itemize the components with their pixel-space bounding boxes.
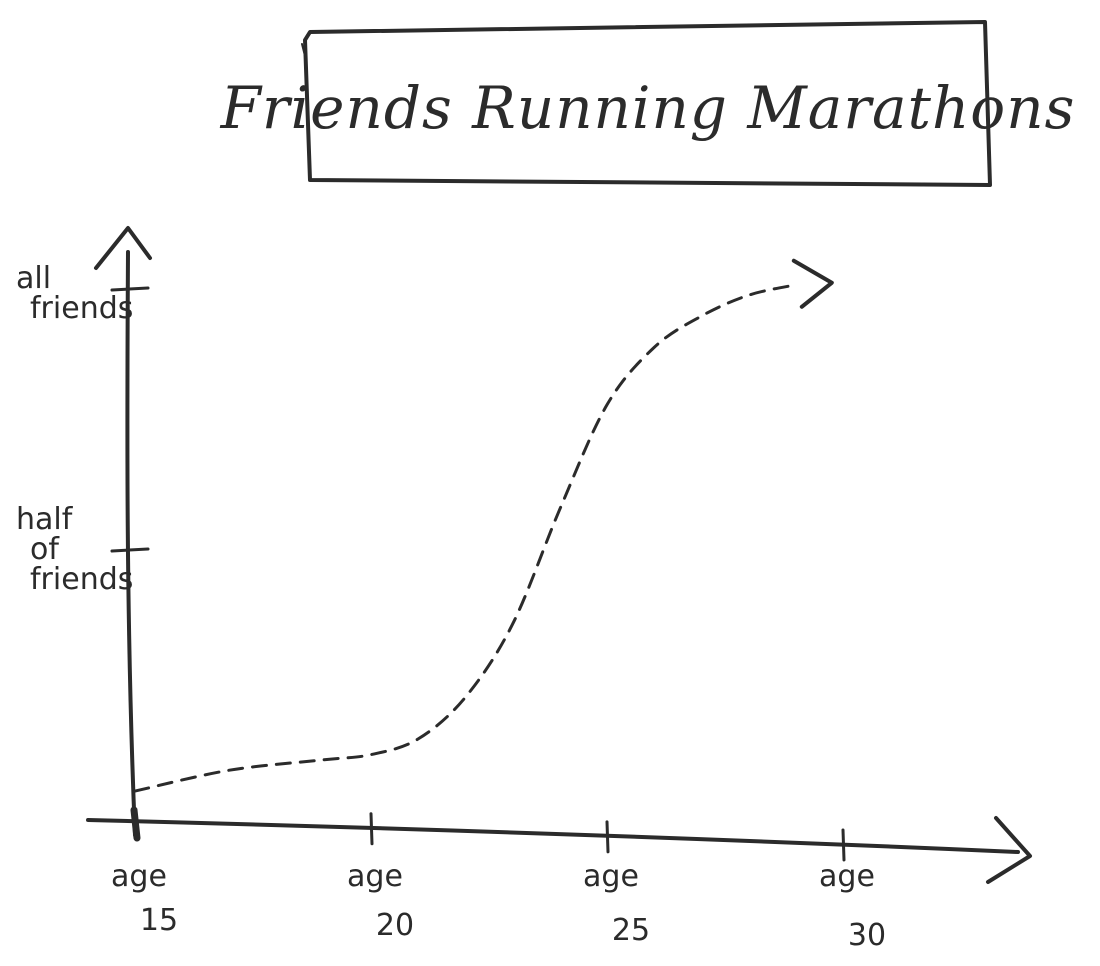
x-tick-mark bbox=[369, 812, 374, 846]
x-tick-label-top: age bbox=[347, 859, 403, 894]
y-axis bbox=[125, 250, 137, 837]
series-arrow bbox=[791, 258, 834, 309]
series-layer bbox=[133, 258, 834, 793]
x-tick-label-bottom: 30 bbox=[848, 918, 886, 953]
axes bbox=[86, 226, 1032, 884]
origin-mark bbox=[130, 806, 141, 842]
y-tick-mark bbox=[110, 286, 150, 292]
y-tick-mark bbox=[110, 547, 150, 553]
y-axis-arrow bbox=[94, 226, 152, 270]
data-point bbox=[794, 283, 798, 287]
y-tick-label: of bbox=[30, 532, 60, 567]
y-tick-label: all bbox=[16, 261, 51, 296]
data-point bbox=[699, 314, 703, 318]
x-tick-mark bbox=[841, 828, 846, 862]
x-tick-label-bottom: 15 bbox=[140, 903, 178, 938]
x-ticks: age 15 age 20 age 25 age 30 bbox=[111, 812, 886, 953]
y-tick-label: friends bbox=[30, 562, 133, 597]
title-box bbox=[303, 20, 992, 187]
y-tick-label: friends bbox=[30, 291, 133, 326]
title-box-stroke bbox=[301, 43, 307, 61]
x-tick-label-top: age bbox=[819, 859, 875, 894]
x-axis bbox=[86, 818, 1020, 854]
series-line bbox=[133, 283, 798, 793]
x-tick-mark bbox=[605, 820, 610, 854]
x-tick-label-top: age bbox=[583, 859, 639, 894]
x-tick-label-bottom: 25 bbox=[612, 913, 650, 948]
y-tick-label: half bbox=[16, 502, 74, 537]
x-tick-label-bottom: 20 bbox=[376, 908, 414, 943]
x-tick-label-top: age bbox=[111, 859, 167, 894]
x-axis-arrow bbox=[986, 816, 1032, 884]
chart-title: Friends Running Marathons bbox=[220, 74, 1076, 142]
